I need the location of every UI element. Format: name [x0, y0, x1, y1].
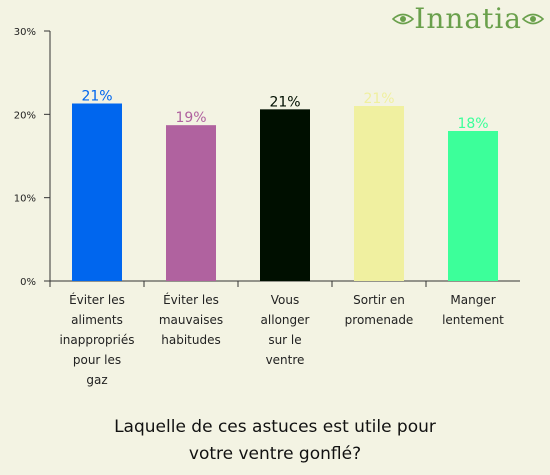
y-tick-label: 30%: [14, 27, 36, 38]
category-label-line: habitudes: [161, 333, 221, 347]
category-label: Manger lentement: [425, 290, 521, 330]
category-label-line: ventre: [265, 353, 305, 367]
category-label-line: Éviter les: [69, 293, 125, 307]
chart-bars: [72, 103, 498, 282]
category-label-line: Sortir en: [353, 293, 405, 307]
bar-chart: 0% 10% 20% 30% 21% 19% 21% 21% 18%: [14, 27, 520, 288]
leaf-eye-icon: [522, 13, 544, 24]
category-label-line: mauvaises: [158, 313, 224, 327]
category-label-line: allonger: [260, 313, 310, 327]
y-axis-ticks: 0% 10% 20% 30%: [14, 27, 50, 288]
leaf-eye-icon: [392, 13, 415, 24]
y-tick-label: 0%: [20, 277, 36, 288]
data-label: 21%: [81, 89, 112, 105]
category-label-line: gaz: [86, 373, 108, 387]
bar: [260, 109, 310, 281]
category-label: Éviter les aliments inappropriés pour les ga…: [49, 290, 145, 390]
category-label-line: Vous: [270, 293, 300, 307]
logo-text: Innatia: [414, 2, 522, 35]
category-label: Sortir en promenade: [331, 290, 427, 330]
data-label: 19%: [175, 110, 206, 126]
bar: [166, 125, 216, 282]
bar: [72, 103, 122, 281]
data-label: 21%: [269, 94, 300, 110]
y-tick-label: 20%: [14, 110, 36, 121]
category-label-line: Manger: [450, 293, 496, 307]
poll-question: Laquelle de ces astuces est utile pour v…: [0, 414, 550, 468]
category-label-line: sur le: [268, 333, 302, 347]
bar: [448, 131, 498, 281]
category-label-line: pour les: [72, 353, 122, 367]
data-label: 21%: [363, 91, 394, 107]
question-line-1: Laquelle de ces astuces est utile pour: [114, 417, 436, 437]
innatia-logo: Innatia: [392, 2, 544, 35]
category-label-line: Éviter les: [163, 293, 219, 307]
category-label: Éviter les mauvaises habitudes: [143, 290, 239, 350]
category-label-line: promenade: [344, 313, 414, 327]
data-labels: 21% 19% 21% 21% 18%: [81, 89, 488, 133]
question-line-2: votre ventre gonflé?: [188, 444, 362, 464]
category-label-line: inappropriés: [59, 333, 135, 347]
bar: [354, 106, 404, 281]
data-label: 18%: [457, 116, 488, 132]
y-tick-label: 10%: [14, 194, 36, 205]
category-label: Vous allonger sur le ventre: [237, 290, 333, 370]
category-label-line: lentement: [442, 313, 504, 327]
category-label-line: aliments: [71, 313, 123, 327]
